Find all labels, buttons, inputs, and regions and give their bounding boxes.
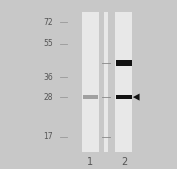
Bar (83, 95, 98, 99)
Text: 17: 17 (44, 132, 53, 141)
Polygon shape (133, 94, 140, 101)
Text: 55: 55 (43, 39, 53, 48)
Text: 28: 28 (44, 93, 53, 102)
Bar (116, 60, 132, 66)
Bar (104, 12, 108, 152)
Bar (82, 12, 99, 152)
Text: 1: 1 (87, 157, 93, 167)
Text: 2: 2 (121, 157, 127, 167)
Bar (116, 95, 132, 99)
Bar (115, 12, 132, 152)
Text: 72: 72 (44, 18, 53, 27)
Text: 36: 36 (43, 73, 53, 82)
